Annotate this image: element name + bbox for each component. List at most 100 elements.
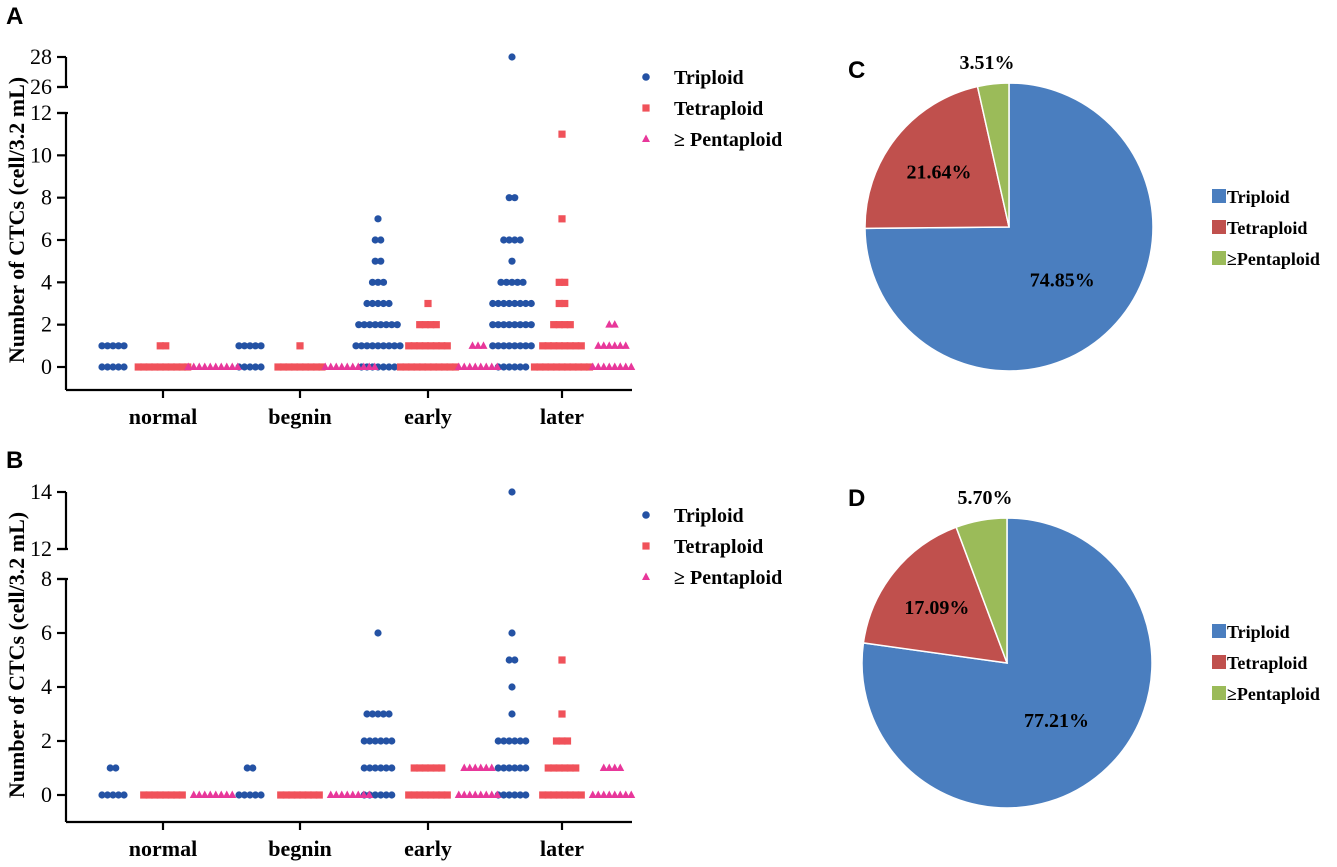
tetraploid-point (572, 791, 580, 799)
triploid-point (357, 342, 366, 350)
triploid-point (377, 236, 385, 244)
triploid-point (257, 363, 265, 371)
triploid-point (120, 342, 128, 350)
legend-label-triploid: Triploid (674, 67, 744, 89)
triploid-point (500, 791, 508, 799)
tetraploid-point (563, 363, 572, 371)
y-tick-label: 26 (30, 74, 52, 99)
tetraploid-point (432, 764, 440, 772)
tetraploid-point (446, 363, 454, 371)
triploid-point (500, 236, 508, 244)
triploid-point (109, 363, 117, 371)
y-tick-label: 8 (41, 185, 52, 210)
pentaploid-point (476, 790, 485, 798)
tetraploid-point (443, 342, 451, 350)
triploid-point (257, 791, 265, 799)
triploid-point (377, 321, 385, 329)
pentaploid-point (200, 790, 209, 798)
tetraploid-point (561, 278, 569, 286)
tetraploid-point (555, 764, 563, 772)
tetraploid-point (558, 215, 566, 223)
triploid-point (371, 257, 379, 265)
triploid-point (519, 278, 527, 286)
tetraploid-point (544, 764, 552, 772)
panel-letter-b: B (6, 447, 23, 474)
triploid-point (251, 342, 260, 350)
triploid-point (522, 791, 530, 799)
tetraploid-point (282, 791, 290, 799)
pentaploid-point (354, 790, 363, 798)
triploid-point (497, 278, 505, 286)
pentaploid-point (217, 362, 226, 370)
pie-legend-swatch-tetraploid (1212, 220, 1226, 234)
pentaploid-point (493, 362, 502, 370)
pentaploid-point (471, 790, 480, 798)
triploid-point (511, 342, 519, 350)
tetraploid-point (162, 342, 170, 350)
tetraploid-point (156, 363, 164, 371)
triploid-point (489, 299, 497, 308)
triploid-point (379, 363, 388, 371)
tetraploid-point (555, 321, 563, 329)
pentaploid-point (487, 362, 496, 370)
y-tick-label: 0 (41, 782, 52, 807)
tetraploid-point (577, 342, 585, 350)
pentaploid-point (460, 763, 469, 771)
triploid-point (379, 710, 388, 718)
triploid-point (511, 791, 519, 799)
tetraploid-point (421, 791, 429, 799)
tetraploid-point (541, 363, 550, 371)
triploid-point (109, 791, 117, 799)
pie-slice-tetraploid (864, 85, 1010, 230)
tetraploid-point (402, 363, 410, 371)
triploid-point (522, 363, 530, 371)
x-category-label: later (540, 404, 584, 429)
triploid-point (385, 342, 393, 350)
tetraploid-point (432, 791, 440, 799)
triploid-point (505, 194, 513, 202)
tetraploid-point (580, 363, 588, 371)
pentaploid-point (206, 362, 215, 370)
triploid-point (500, 737, 508, 745)
y-tick-label: 6 (41, 227, 52, 252)
tetraploid-point (296, 363, 304, 371)
triploid-point (240, 363, 249, 371)
tetraploid-point (416, 764, 424, 772)
tetraploid-point (435, 363, 443, 371)
triploid-point (522, 342, 530, 350)
tetraploid-point (413, 363, 421, 371)
triploid-point (366, 321, 374, 329)
triploid-point (511, 194, 519, 202)
pentaploid-point (482, 763, 491, 771)
tetraploid-point (561, 764, 569, 772)
tetraploid-point (536, 363, 544, 371)
pentaploid-point (482, 790, 491, 798)
pentaploid-point (594, 790, 603, 798)
triploid-point (363, 342, 371, 350)
triploid-point (508, 257, 516, 265)
triploid-point (366, 764, 374, 772)
tetraploid-point (552, 363, 561, 371)
pentaploid-point (605, 763, 614, 771)
pentaploid-point (610, 320, 619, 328)
triploid-point (489, 342, 497, 350)
pie-legend-swatch-triploid (1212, 189, 1226, 203)
tetraploid-point (555, 278, 563, 286)
tetraploid-point (558, 737, 566, 745)
tetraploid-point (421, 342, 429, 350)
pie-legend-swatch-pentaploid (1212, 686, 1226, 700)
triploid-point (377, 764, 385, 772)
y-tick-label: 12 (30, 536, 52, 561)
triploid-point (505, 363, 513, 371)
y-tick-label: 10 (30, 142, 52, 167)
triploid-point (246, 342, 254, 350)
tetraploid-point (432, 342, 440, 350)
tetraploid-point (145, 791, 153, 799)
triploid-point (396, 342, 404, 350)
tetraploid-point (566, 764, 574, 772)
tetraploid-point (156, 791, 164, 799)
tetraploid-point (443, 791, 451, 799)
pentaploid-point (610, 763, 619, 771)
